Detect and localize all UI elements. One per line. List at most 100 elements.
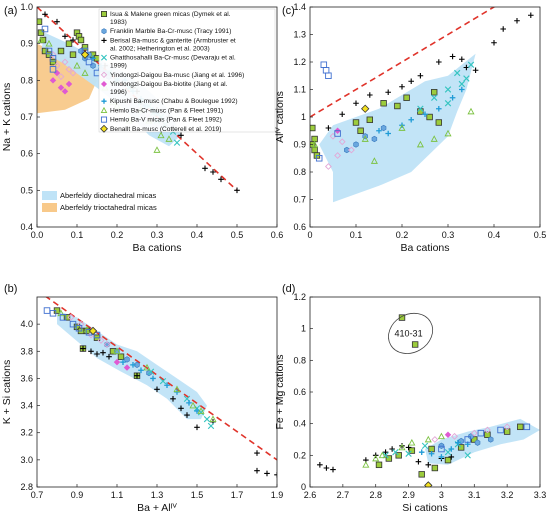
y-tick-label: 1.1 [293,85,306,95]
y-tick-label: 1.2 [293,57,306,67]
x-tick-label: 0.5 [534,230,547,240]
point-berisal [449,53,456,60]
x-tick-label: 3.3 [534,490,547,500]
point-isua [484,431,491,438]
legend-label: Kipushi Ba-musc (Chabu & Boulegue 1992) [110,98,238,105]
point-yind_musc [65,65,73,73]
point-kipushi [376,127,382,134]
legend-entry-yind_biot: Yindongzi-Daigou Ba-biotite (Jiang et al… [100,80,228,96]
x-tick-label: 1.3 [151,490,164,500]
y-tick-label: 1.3 [293,30,306,40]
y-tick-label: 0.8 [20,75,33,85]
point-berisal [330,466,336,473]
point-ghatti [421,442,429,450]
x-tick-label: 0.0 [31,230,44,240]
point-hemlo_v [322,66,330,74]
point-kipushi [436,105,442,112]
point-isua [444,456,452,464]
point-berisal [94,351,100,357]
y-axis-label: Fe + Mg cations [274,355,286,430]
point-yind_musc [503,423,511,431]
y-tick-label: 3.2 [20,428,33,438]
point-ghatti [405,450,412,457]
point-ghatti [467,61,475,68]
annotation-label: 410-31 [395,328,423,338]
y-tick-label: 0.6 [293,222,306,232]
panel-d: 410-31 2.6 2.7 2.8 2.9 3 3.1 3.2 3.3 0 0.2 0.4 0.6 0.… [274,283,546,514]
point-hemlo_cr [311,140,319,148]
y-axis-label: Na + K cations [1,83,13,152]
point-hemlo_cr [57,309,65,317]
point-berisal [178,405,184,412]
point-hemlo_cr [113,347,121,355]
panel-b: 0.7 0.9 1.1 1.3 1.5 1.7 1.9 2.8 3.0 3.2 3.4 3.6 3.8 4… [1,283,283,514]
y-tick-label: 0 [301,482,306,492]
point-yind_musc [67,313,75,321]
point-hemlo_v [334,130,341,137]
point-hemlo_v [49,55,57,62]
point-hemlo_cr [398,124,406,131]
point-ghatti [173,139,181,146]
y-tick-label: 0.4 [20,222,33,232]
point-ghatti [417,105,424,112]
point-ghatti [458,80,465,88]
y-tick-label: 3.0 [20,455,33,465]
point-ghatti [464,452,471,459]
point-berisal [170,395,176,402]
point-isua [311,146,318,154]
point-ghatti [444,86,452,93]
point-isua [471,436,478,443]
y-tick-label: 0.9 [293,140,306,150]
point-hemlo_v [325,72,332,79]
legend-label: al. 2002; Hetherington et al. 2003) [110,45,210,52]
field-legend-trioct: Aberfeldy trioctahedral micas [42,203,157,212]
panel-label: (b) [4,283,17,295]
legend-entry-yind_musc: Yindongzi-Daigou Ba-musc (Jiang et al. 1… [100,71,244,79]
legend-label: Yindongzi-Daigou Ba-musc (Jiang et al. 1… [110,72,244,79]
x-tick-label: 2.9 [402,490,415,500]
point-berisal [389,446,395,452]
point-yind_biot [65,80,73,88]
legend-entry-franklin: Franklin Marble Ba-Cr-musc (Tracy 1991) [101,28,231,35]
y-tick-label: 0.8 [293,355,306,365]
point-hemlo_cr [378,451,386,459]
point-yind_biot [61,88,69,95]
point-hemlo_v [438,445,445,453]
series-hemlo_v [315,61,341,162]
point-isua [435,119,442,126]
panel-c: 0 0.1 0.2 0.3 0.4 0.5 0.6 0.7 0.8 0.9 1 1.1 1.2 1.3 1.… [274,2,547,254]
point-berisal [399,83,405,90]
point-berisal [425,462,432,468]
x-tick-label: 0.5 [231,230,244,240]
point-berisal [70,37,76,43]
point-hemlo_cr [143,363,151,371]
point-yind_musc [61,58,69,66]
legend-label: Ghatthosahalli Ba-Cr-musc (Devaraju et a… [110,55,236,62]
x-tick-label: 3.1 [468,490,481,500]
point-hemlo_cr [45,39,53,47]
legend-entry-berisal: Berisal Ba-musc & ganterite (Armbruster … [101,37,236,52]
dioct-field [425,418,540,465]
x-tick-label: 0.3 [442,230,455,240]
x-tick-label: 1.1 [111,490,124,500]
point-berisal [88,348,94,355]
x-tick-label: 0.1 [71,230,84,240]
point-yind_musc [69,69,77,77]
x-tick-label: 2.6 [304,490,317,500]
legend-entry-isua: Isua & Malene green micas (Dymek et al.1… [101,10,231,26]
point-hemlo_cr [165,135,173,142]
point-berisal [254,450,260,456]
point-berisal [323,465,330,471]
plot-area-c [310,7,534,203]
point-berisal [154,386,160,393]
point-ghatti [159,377,167,385]
point-hemlo_v [49,66,57,73]
point-yind_musc [338,138,346,146]
y-tick-label: 3.8 [20,346,33,356]
point-ghatti [454,69,461,77]
y-tick-label: 4.0 [20,319,33,329]
point-yind_musc [451,432,459,440]
point-ghatti [444,448,452,456]
point-isua [37,29,45,36]
x-axis-label: Ba + Alᴵⱽ [137,502,177,514]
